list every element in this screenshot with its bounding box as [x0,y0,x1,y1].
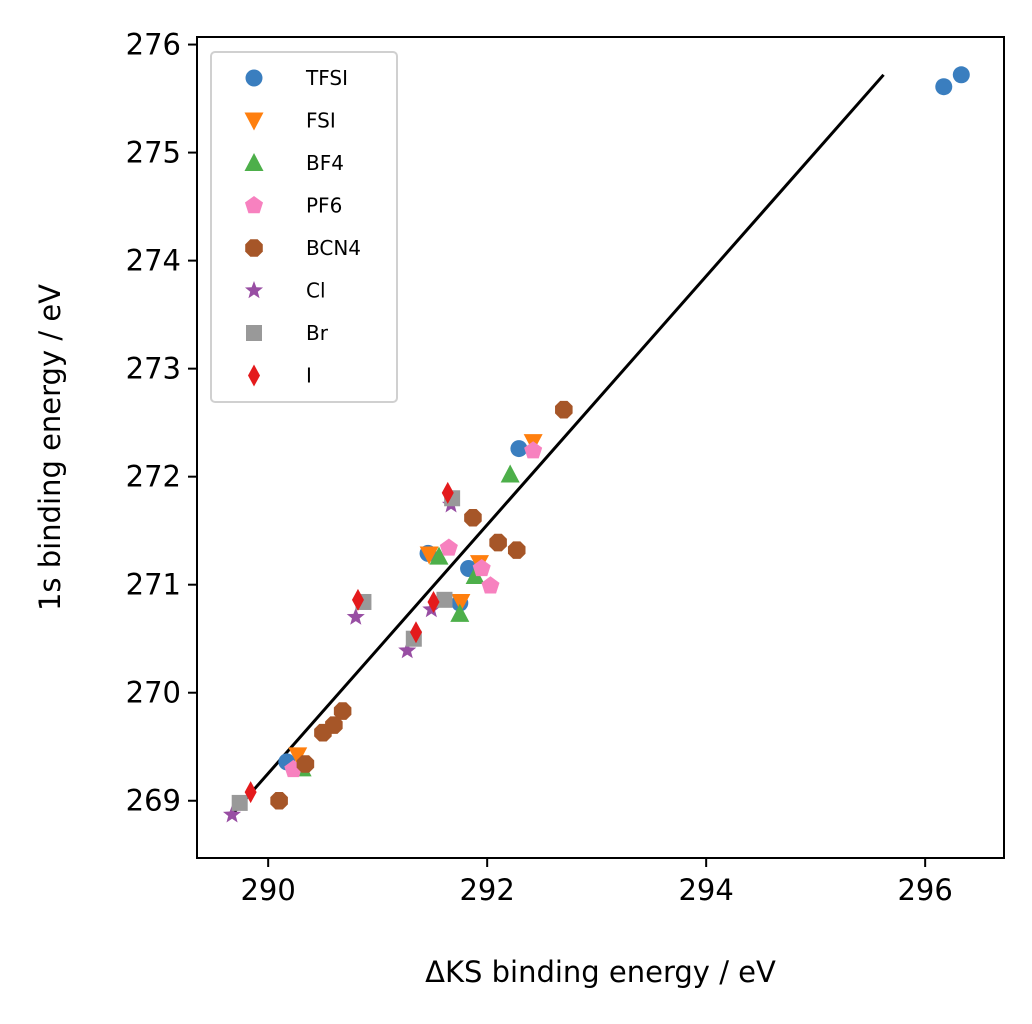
y-axis-label: 1s binding energy / eV [33,284,67,611]
point-bcn4 [507,541,526,559]
legend-label-fsi: FSI [306,109,336,133]
point-bcn4 [555,400,573,419]
point-pf6 [472,558,491,577]
point-pf6 [439,538,458,556]
y-tick-label: 275 [126,136,181,170]
point-cl [398,641,417,659]
point-cl [346,607,365,625]
legend-label-pf6: PF6 [306,194,342,218]
axis-ticks: 290 292 294 296 269 270 271 272 273 274 275 276 [126,28,953,907]
point-bcn4 [314,723,332,742]
point-bcn4 [270,791,288,810]
point-i [441,481,454,504]
legend-marker-bcn4 [245,239,263,257]
y-tick-label: 273 [126,352,181,386]
x-tick-label: 292 [459,873,514,907]
x-tick-label: 294 [678,873,733,907]
fit-line-layer [228,73,885,818]
legend-label-cl: Cl [306,279,326,303]
point-tfsi [935,78,953,96]
y-tick-label: 270 [126,676,181,710]
legend-marker-tfsi [245,69,263,87]
point-i [351,588,364,611]
legend-marker-pf6 [244,196,264,214]
fit-line [228,73,885,818]
point-bcn4 [333,702,352,720]
legend: TFSI FSI BF4 PF6 BCN4 Cl Br I [210,51,398,403]
point-i [244,781,257,804]
point-bcn4 [489,533,507,552]
legend-label-tfsi: TFSI [305,66,348,90]
point-pf6 [524,441,543,459]
point-fsi [288,747,308,766]
y-tick-label: 272 [126,460,181,494]
point-pf6 [481,576,500,594]
point-cl [223,805,242,823]
plot-frame [196,36,1005,859]
legend-label-bf4: BF4 [306,151,344,175]
y-tick-label: 274 [126,244,181,278]
legend-marker-bf4 [244,153,264,171]
legend-label-i: I [306,364,312,388]
point-tfsi [952,66,970,84]
legend-box [210,51,398,403]
x-tick-label: 290 [240,873,295,907]
legend-label-bcn4: BCN4 [306,236,361,260]
point-i [427,590,440,613]
x-tick-label: 296 [897,873,952,907]
point-bf4 [465,566,485,585]
legend-marker-br [246,325,262,341]
point-br [436,591,453,608]
point-fsi [419,546,439,565]
data-points [223,66,970,823]
point-tfsi [510,440,528,458]
legend-label-br: Br [306,321,329,345]
point-bf4 [429,546,449,565]
legend-marker-cl [244,281,264,299]
x-axis-label: ΔKS binding energy / eV [425,955,776,989]
y-tick-label: 276 [126,28,181,62]
y-tick-label: 269 [126,784,181,818]
point-bf4 [500,464,520,483]
point-bcn4 [464,508,482,527]
legend-marker-fsi [244,112,264,131]
point-br [231,794,248,811]
point-fsi [451,593,471,612]
point-bf4 [450,603,470,622]
y-tick-label: 271 [126,568,181,602]
point-i [409,621,422,644]
point-bcn4 [296,755,315,773]
legend-marker-i [248,364,260,387]
